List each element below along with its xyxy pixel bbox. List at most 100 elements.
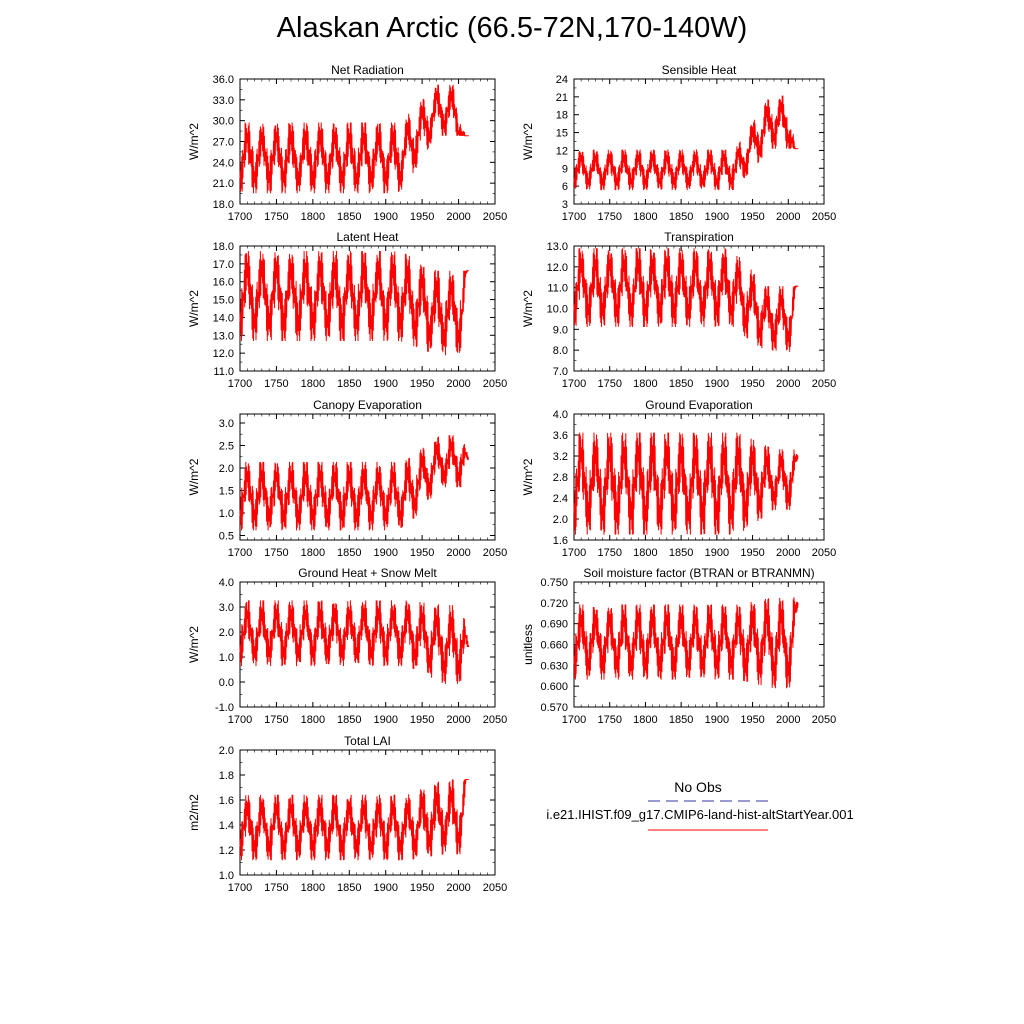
y-tick-label: 3.0 [219, 602, 234, 614]
x-tick-label: 2050 [483, 882, 507, 894]
x-tick-label: 1900 [373, 882, 397, 894]
y-tick-label: 2.4 [553, 493, 568, 505]
y-tick-label: 2.0 [219, 463, 234, 475]
y-tick-label: 18.0 [213, 241, 234, 253]
y-tick-label: 2.5 [219, 441, 234, 453]
y-tick-label: 11.0 [213, 366, 234, 378]
y-axis-label: W/m^2 [187, 290, 201, 327]
x-tick-label: 1750 [264, 211, 288, 223]
x-tick-label: 1950 [410, 714, 434, 726]
y-tick-label: 0.690 [540, 619, 568, 631]
x-tick-label: 1900 [705, 714, 729, 726]
y-tick-label: 18 [556, 110, 568, 122]
x-tick-label: 1950 [410, 547, 434, 559]
x-tick-label: 1800 [301, 211, 325, 223]
x-tick-label: 1900 [705, 211, 729, 223]
x-tick-label: 1750 [264, 882, 288, 894]
y-tick-label: 1.0 [219, 870, 234, 882]
x-tick-label: 1850 [337, 882, 361, 894]
y-tick-label: 30.0 [213, 116, 234, 128]
x-tick-label: 1900 [705, 378, 729, 390]
y-tick-label: 0.630 [540, 660, 568, 672]
y-tick-label: 0.0 [219, 677, 234, 689]
x-tick-label: 1850 [669, 547, 693, 559]
x-tick-label: 1850 [337, 714, 361, 726]
y-tick-label: 0.660 [540, 640, 568, 652]
y-axis-label: W/m^2 [521, 123, 535, 160]
x-tick-label: 1700 [228, 714, 252, 726]
chart-panel-4: Transpiration W/m^2 1700 1750 1800 1850 1900 19… [521, 230, 836, 390]
x-tick-label: 1700 [228, 547, 252, 559]
panel-title: Soil moisture factor (BTRAN or BTRANMN) [583, 566, 814, 580]
y-tick-label: 1.5 [219, 486, 234, 498]
x-tick-label: 1850 [337, 547, 361, 559]
y-tick-label: 12 [556, 145, 568, 157]
panel-title: Canopy Evaporation [313, 398, 422, 412]
y-tick-label: 24.0 [213, 157, 234, 169]
y-tick-label: 3.6 [553, 430, 568, 442]
y-tick-label: 21.0 [213, 178, 234, 190]
x-tick-label: 1700 [562, 714, 586, 726]
series-line-1 [239, 84, 469, 194]
y-tick-label: 2.0 [219, 745, 234, 757]
panel-title: Total LAI [344, 734, 391, 748]
x-tick-label: 1800 [301, 378, 325, 390]
y-tick-label: 1.0 [219, 652, 234, 664]
x-tick-label: 1950 [410, 882, 434, 894]
y-tick-label: 4.0 [219, 577, 234, 589]
x-tick-label: 1750 [597, 714, 621, 726]
y-tick-label: 9 [562, 163, 568, 175]
x-tick-label: 2050 [812, 211, 836, 223]
x-tick-label: 2000 [776, 547, 800, 559]
y-tick-label: 12.0 [213, 348, 234, 360]
y-tick-label: 3.2 [553, 451, 568, 463]
x-tick-label: 1950 [740, 547, 764, 559]
panel-title: Transpiration [664, 230, 734, 244]
y-tick-label: 1.4 [219, 820, 234, 832]
y-tick-label: 14.0 [213, 312, 234, 324]
x-tick-label: 1850 [669, 211, 693, 223]
plot-frame [239, 413, 496, 541]
y-tick-label: 3 [562, 199, 568, 211]
x-tick-label: 1800 [301, 882, 325, 894]
x-tick-label: 2050 [812, 714, 836, 726]
y-tick-label: 36.0 [213, 74, 234, 86]
x-tick-label: 2000 [446, 882, 470, 894]
y-tick-label: 1.2 [219, 845, 234, 857]
y-axis-label: W/m^2 [187, 458, 201, 495]
y-tick-label: 4.0 [553, 409, 568, 421]
y-axis-label: W/m^2 [521, 458, 535, 495]
x-tick-label: 2050 [812, 547, 836, 559]
y-tick-label: 33.0 [213, 95, 234, 107]
series-line-1 [573, 95, 799, 191]
x-tick-label: 2000 [446, 211, 470, 223]
x-tick-label: 1850 [669, 378, 693, 390]
y-tick-label: 11.0 [547, 283, 568, 295]
y-tick-label: 21 [556, 92, 568, 104]
x-tick-label: 2000 [446, 547, 470, 559]
y-tick-label: 1.0 [219, 508, 234, 520]
y-tick-label: 18.0 [213, 199, 234, 211]
panel-title: Latent Heat [336, 230, 399, 244]
y-tick-label: 13.0 [547, 241, 568, 253]
y-tick-label: 8.0 [553, 345, 568, 357]
chart-panel-2: Sensible Heat W/m^2 1700 1750 1800 1850 1900 19… [521, 63, 836, 223]
x-tick-label: 1900 [373, 211, 397, 223]
page-title: Alaskan Arctic (66.5-72N,170-140W) [276, 12, 748, 44]
y-tick-label: 24 [556, 74, 568, 86]
y-tick-label: 3.0 [219, 418, 234, 430]
y-tick-label: 0.600 [540, 681, 568, 693]
x-tick-label: 1700 [562, 211, 586, 223]
y-axis-label: unitless [521, 624, 535, 665]
series-line-1 [573, 248, 799, 352]
y-tick-label: 15 [556, 128, 568, 140]
series-line-1 [239, 435, 470, 531]
x-tick-label: 2000 [446, 378, 470, 390]
y-tick-label: 1.6 [219, 795, 234, 807]
x-tick-label: 1900 [373, 378, 397, 390]
series-line-1 [239, 250, 469, 356]
y-tick-label: 12.0 [547, 262, 568, 274]
x-tick-label: 1850 [337, 211, 361, 223]
y-tick-label: 17.0 [213, 259, 234, 271]
